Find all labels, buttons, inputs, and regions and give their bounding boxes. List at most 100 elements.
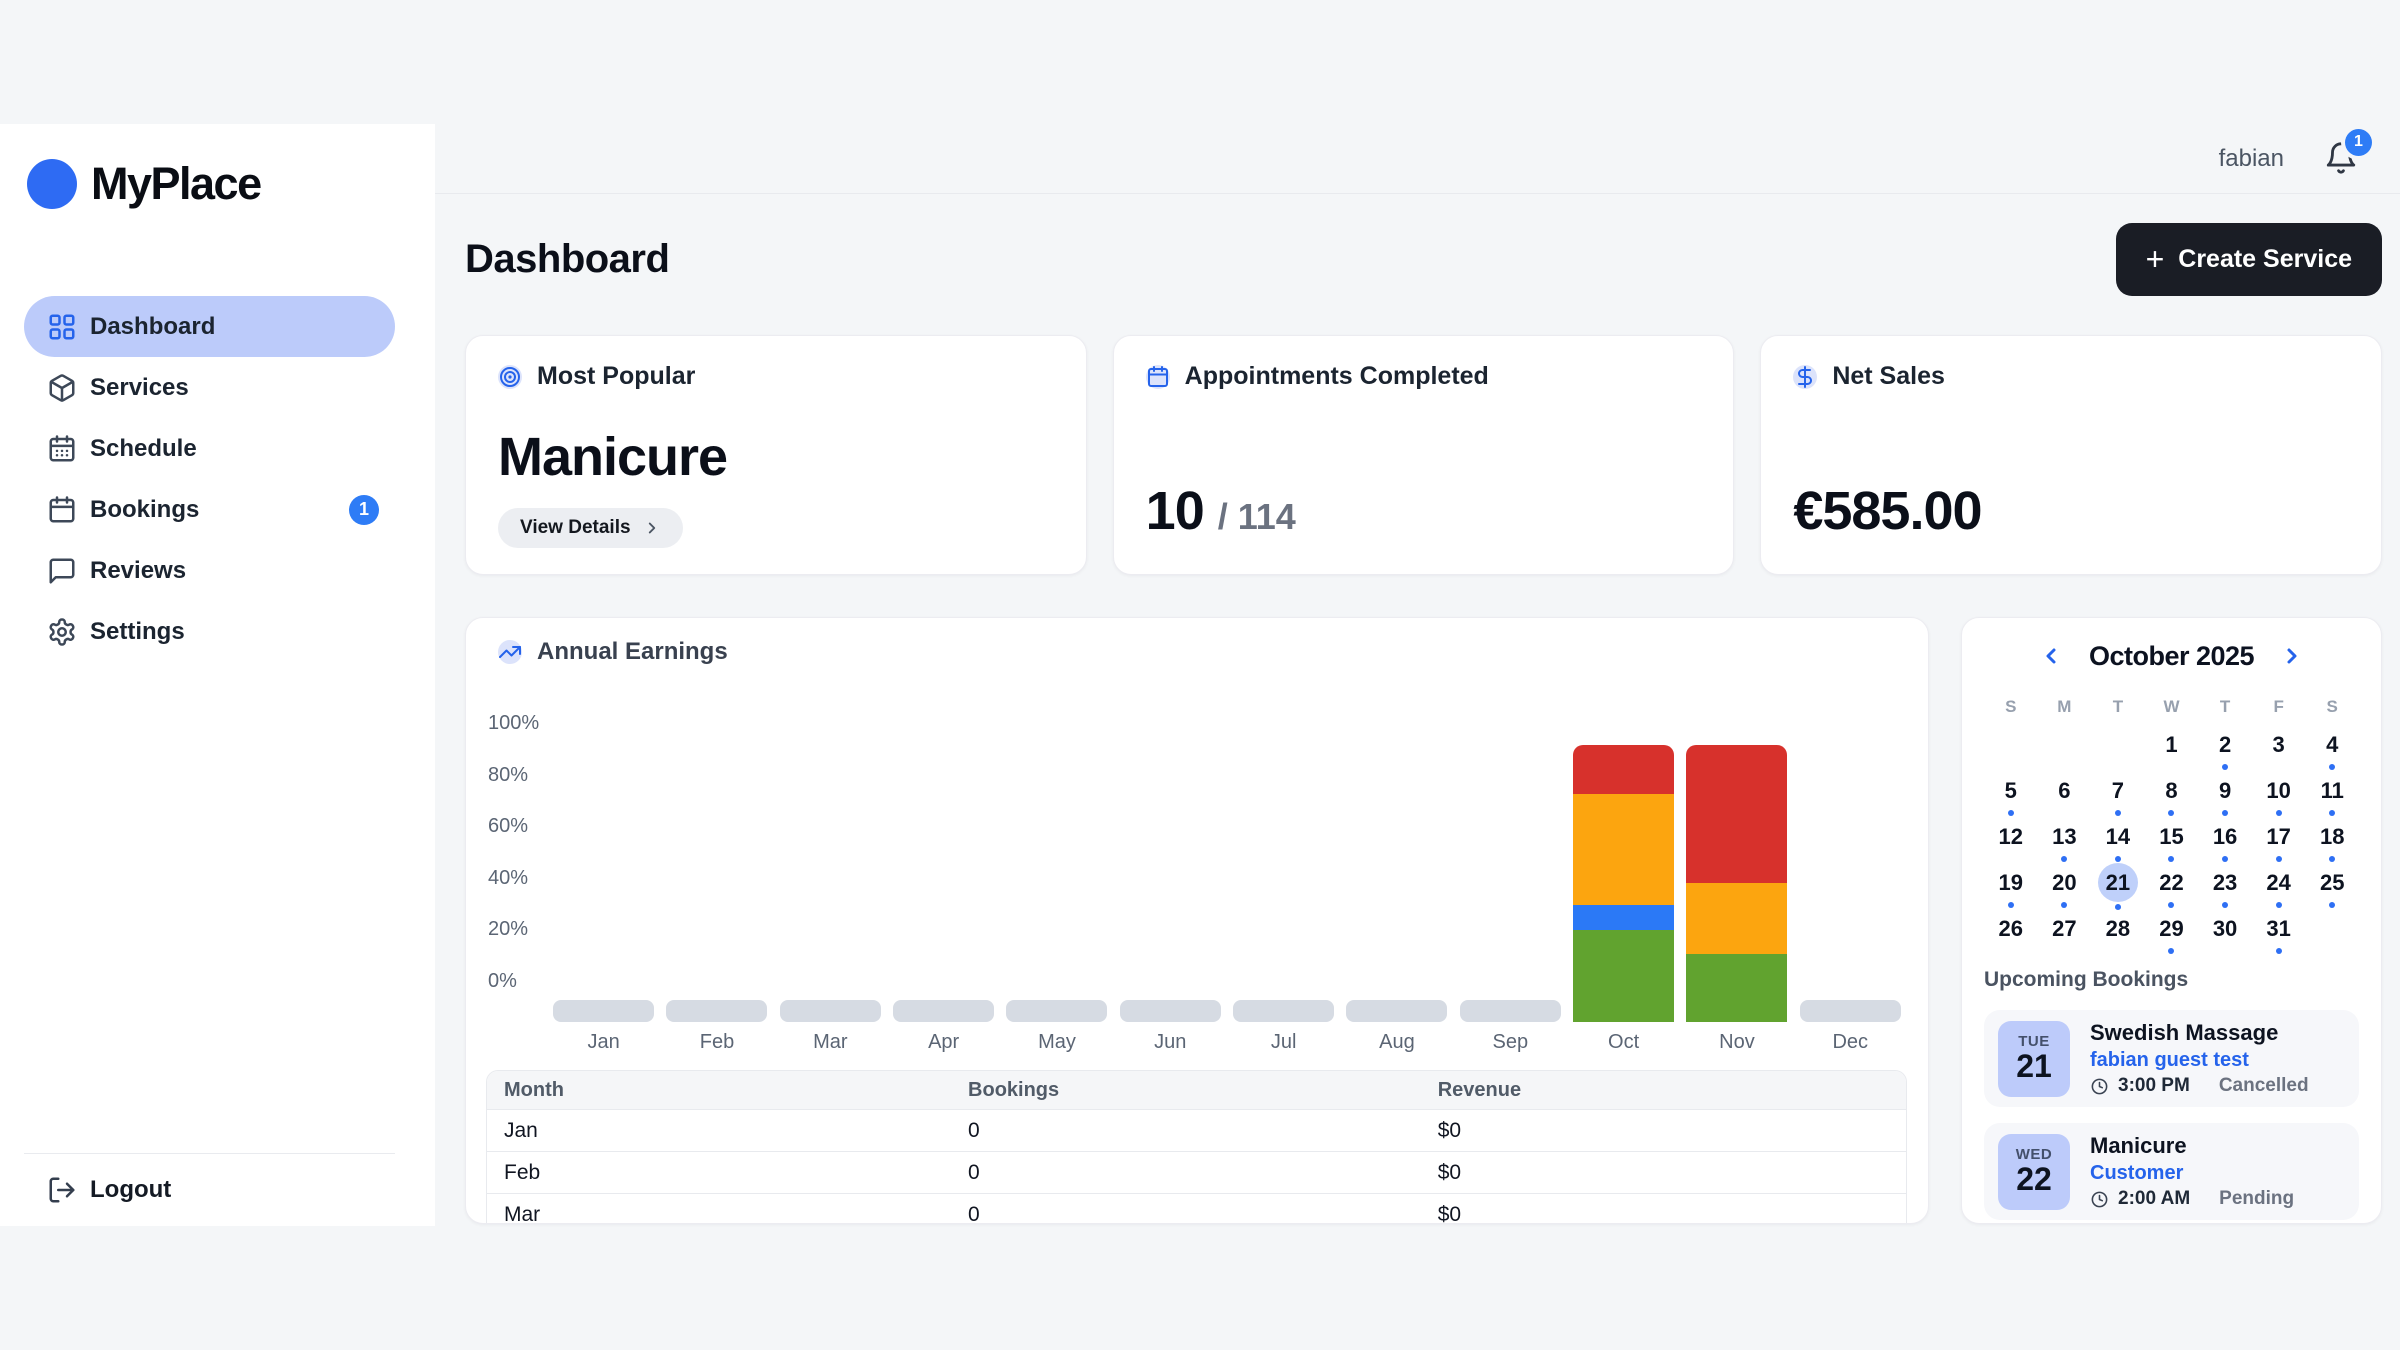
card-head: Net Sales xyxy=(1793,362,2349,391)
calendar-day-30[interactable]: 30 xyxy=(2198,910,2252,956)
calendar-day-10[interactable]: 10 xyxy=(2252,772,2306,818)
notifications-button[interactable]: 1 xyxy=(2324,128,2372,177)
chart-column-nov: Nov xyxy=(1680,714,1793,1062)
sidebar-item-dashboard[interactable]: Dashboard xyxy=(24,296,395,357)
calendar-day-23[interactable]: 23 xyxy=(2198,864,2252,910)
stat-cards: Most Popular Manicure View Details Appoi… xyxy=(465,335,2382,575)
booking-dot xyxy=(2168,856,2175,862)
empty-bar-mar xyxy=(779,1000,881,1022)
table-cell: $0 xyxy=(1437,1160,1462,1184)
day-number: 23 xyxy=(2212,870,2238,895)
calendar-day-5[interactable]: 5 xyxy=(1984,772,2038,818)
sidebar-nav: Dashboard Services Schedule Bookings 1 Re… xyxy=(0,296,435,662)
red-segment xyxy=(1573,744,1675,795)
bar-area xyxy=(1567,714,1680,1022)
booking-dot xyxy=(2007,810,2014,816)
table-header-cell: Revenue xyxy=(1437,1078,1522,1101)
calendar-day-15[interactable]: 15 xyxy=(2145,818,2199,864)
calendar-next-button[interactable] xyxy=(2280,644,2304,668)
booking-card[interactable]: WED 22 Manicure Customer 2:00 AM Pending xyxy=(1984,1123,2359,1220)
calendar-day-29[interactable]: 29 xyxy=(2145,910,2199,956)
chart-y-axis: 100% 80% 60% 40% 20% 0% xyxy=(486,712,547,1022)
booking-card[interactable]: TUE 21 Swedish Massage fabian guest test… xyxy=(1984,1010,2359,1107)
stacked-bar-oct xyxy=(1573,744,1675,1022)
calendar-header: October 2025 xyxy=(1984,638,2359,674)
sidebar-item-label: Reviews xyxy=(90,556,187,584)
calendar-day-17[interactable]: 17 xyxy=(2252,818,2306,864)
calendar-day-2[interactable]: 2 xyxy=(2198,726,2252,772)
x-tick-label: May xyxy=(1038,1030,1076,1053)
day-number: 7 xyxy=(2111,778,2125,803)
sidebar-item-label: Schedule xyxy=(90,434,197,462)
day-number: 3 xyxy=(2272,732,2285,757)
day-number: 14 xyxy=(2105,824,2131,849)
logout-label: Logout xyxy=(90,1176,172,1203)
calendar-day-1[interactable]: 1 xyxy=(2145,726,2199,772)
dashboard-grid-icon xyxy=(47,312,77,342)
booking-status: Cancelled xyxy=(2218,1075,2309,1096)
day-number: 16 xyxy=(2212,824,2238,849)
calendar-day-11[interactable]: 11 xyxy=(2305,772,2359,818)
most-popular-value: Manicure xyxy=(498,427,728,487)
calendar-day-31[interactable]: 31 xyxy=(2252,910,2306,956)
sidebar-item-settings[interactable]: Settings xyxy=(24,601,395,662)
booking-dot xyxy=(2329,764,2336,770)
clock-icon xyxy=(2090,1077,2109,1096)
calendar-day-21[interactable]: 21 xyxy=(2091,863,2145,910)
day-number: 17 xyxy=(2266,824,2291,849)
trending-up-icon xyxy=(498,640,522,664)
calendar-day-8[interactable]: 8 xyxy=(2145,772,2199,818)
x-tick-label: Jun xyxy=(1154,1030,1187,1053)
earnings-table: Month Bookings Revenue Jan 0 $0 Feb 0 $0 Mar 0 $0 xyxy=(486,1070,1907,1223)
calendar-icon xyxy=(1145,364,1170,389)
calendar-month-title: October 2025 xyxy=(2088,640,2255,671)
calendar-empty-cell xyxy=(2038,726,2092,772)
calendar-day-19[interactable]: 19 xyxy=(1984,864,2038,910)
calendar-day-16[interactable]: 16 xyxy=(2198,818,2252,864)
calendar-day-26[interactable]: 26 xyxy=(1984,910,2038,956)
sidebar-item-reviews[interactable]: Reviews xyxy=(24,540,395,601)
calendar-day-20[interactable]: 20 xyxy=(2038,864,2092,910)
calendar-prev-button[interactable] xyxy=(2039,644,2063,668)
calendar-day-28[interactable]: 28 xyxy=(2091,910,2145,956)
day-number: 25 xyxy=(2319,870,2345,895)
calendar-day-4[interactable]: 4 xyxy=(2305,726,2359,772)
calendar-day-22[interactable]: 22 xyxy=(2145,864,2199,910)
day-number: 29 xyxy=(2159,916,2184,941)
bar-area xyxy=(1000,714,1113,1022)
calendar-day-12[interactable]: 12 xyxy=(1984,818,2038,864)
user-name[interactable]: fabian xyxy=(2218,144,2284,172)
create-service-button[interactable]: + Create Service xyxy=(2115,222,2382,296)
calendar-day-13[interactable]: 13 xyxy=(2038,818,2092,864)
calendar-day-9[interactable]: 9 xyxy=(2198,772,2252,818)
view-details-button[interactable]: View Details xyxy=(498,508,683,548)
calendar-day-18[interactable]: 18 xyxy=(2305,818,2359,864)
green-segment xyxy=(1686,954,1788,1022)
calendar-day-27[interactable]: 27 xyxy=(2038,910,2092,956)
booking-dot xyxy=(2168,948,2175,954)
x-tick-label: Nov xyxy=(1719,1030,1755,1053)
day-number: 11 xyxy=(2320,778,2344,803)
orange-segment xyxy=(1686,883,1788,955)
booking-customer-link[interactable]: Customer xyxy=(2090,1162,2184,1184)
sidebar-item-services[interactable]: Services xyxy=(24,357,395,418)
calendar-day-3[interactable]: 3 xyxy=(2252,726,2306,772)
chart-title: Annual Earnings xyxy=(537,638,728,665)
calendar-day-25[interactable]: 25 xyxy=(2305,864,2359,910)
logout-button[interactable]: Logout xyxy=(24,1162,395,1218)
sidebar-item-schedule[interactable]: Schedule xyxy=(24,418,395,479)
booking-customer-link[interactable]: fabian guest test xyxy=(2090,1049,2249,1071)
calendar-day-7[interactable]: 7 xyxy=(2091,772,2145,818)
empty-bar-aug xyxy=(1346,1000,1448,1022)
calendar-day-6[interactable]: 6 xyxy=(2038,772,2092,818)
booking-dot xyxy=(2061,856,2068,862)
calendar-day-14[interactable]: 14 xyxy=(2091,818,2145,864)
day-number: 8 xyxy=(2165,778,2178,803)
day-number: 24 xyxy=(2266,870,2291,895)
booking-info: Manicure Customer 2:00 AM Pending xyxy=(2090,1133,2294,1210)
calendar-day-24[interactable]: 24 xyxy=(2252,864,2306,910)
sidebar-item-bookings[interactable]: Bookings 1 xyxy=(24,479,395,540)
booking-dot xyxy=(2275,948,2282,954)
booking-status: Pending xyxy=(2219,1188,2295,1209)
x-tick-label: Sep xyxy=(1492,1030,1529,1053)
